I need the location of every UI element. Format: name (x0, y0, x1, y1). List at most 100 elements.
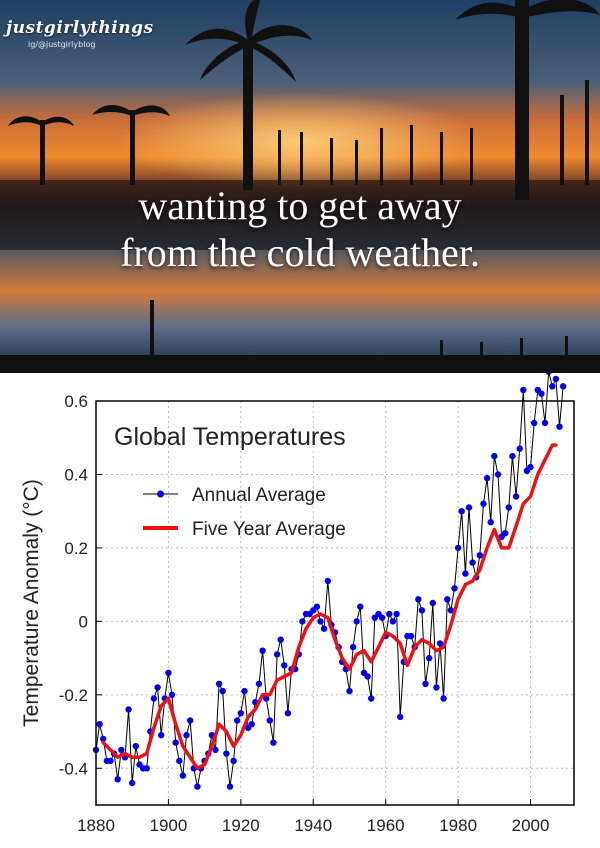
annual-average-point (559, 383, 567, 390)
annual-average-point (132, 743, 139, 750)
sunset-palm-illustration (0, 0, 600, 373)
annual-average-point (263, 695, 270, 702)
y-axis-label: Temperature Anomaly (°C) (20, 479, 43, 727)
plot-frame (95, 400, 575, 806)
annual-average-point (397, 713, 404, 721)
annual-average-point (114, 776, 121, 783)
annual-average-point (407, 632, 415, 640)
annual-average-point (100, 735, 107, 743)
annual-average-point (320, 625, 328, 632)
annual-average-point (440, 695, 447, 702)
annual-average-point (422, 680, 429, 687)
annual-average-point (299, 618, 306, 625)
annual-average-point (230, 757, 237, 765)
annual-average-point (454, 544, 462, 552)
annual-average-point (194, 783, 201, 790)
annual-average-point (212, 746, 219, 754)
annual-average-point (241, 687, 248, 695)
annual-average-point (541, 419, 549, 427)
annual-average-point (429, 599, 436, 607)
annual-average-point (531, 419, 538, 427)
annual-average-point (284, 710, 292, 717)
chart-legend: Annual Average Five Year Average (143, 485, 346, 540)
annual-average-point (512, 493, 520, 500)
annual-average-point (505, 504, 512, 511)
annual-average-point (469, 559, 476, 566)
sunset-photo: justgirlythings ig/@justgirlyblog wantin… (0, 0, 600, 373)
annual-average-point (259, 647, 266, 654)
annual-average-point (556, 423, 563, 430)
annual-average-point (118, 746, 125, 754)
annual-average-point (168, 691, 176, 698)
annual-average-point (143, 765, 150, 772)
annual-average-point (520, 386, 527, 394)
annual-average-point (502, 530, 509, 537)
annual-average-point (187, 717, 194, 724)
x-tick-label: 1920 (222, 816, 260, 835)
annual-average-point (465, 504, 473, 511)
caption-line-1: wanting to get away (138, 183, 462, 228)
annual-average-point (476, 552, 483, 559)
annual-average-point (248, 721, 255, 728)
x-tick-label: 2000 (512, 816, 550, 835)
annual-average-point (509, 452, 516, 460)
annual-average-point (386, 610, 393, 618)
legend-annual-marker (157, 490, 164, 498)
annual-average-point (158, 732, 165, 739)
caption-line-2: from the cold weather. (120, 230, 480, 275)
annual-average-point (234, 717, 241, 724)
annual-average-point (527, 463, 534, 471)
axis-ticks: 1880 1900 1920 1940 1960 1980 2000 0.6 0.4 0.2 0 -0… (59, 392, 550, 835)
chart-title: Global Temperatures (114, 423, 346, 451)
annual-average-point (317, 618, 324, 625)
annual-average-point (183, 732, 190, 739)
annual-average-point (549, 383, 556, 390)
annual-average-point (273, 651, 281, 658)
annual-average-point (353, 618, 360, 625)
annual-average-point (444, 596, 451, 603)
annual-average-point (226, 783, 234, 790)
y-tick-label: 0 (79, 612, 88, 631)
annual-average-point (313, 603, 321, 610)
annual-average-point (165, 669, 172, 676)
annual-average-point (415, 596, 422, 603)
annual-average-point (451, 585, 458, 592)
annual-average-point (393, 610, 400, 618)
x-tick-label: 1960 (367, 816, 405, 835)
annual-average-point (324, 577, 331, 585)
annual-average-point (223, 750, 230, 757)
annual-average-point (176, 757, 183, 765)
annual-average-point (436, 640, 444, 647)
brand-logo-text: justgirlythings (6, 18, 154, 38)
annual-average-point (125, 706, 132, 713)
annual-average-point (458, 508, 465, 515)
annual-average-point (215, 680, 223, 687)
temperature-chart-panel: 1880 1900 1920 1940 1960 1980 2000 0.6 0.4 0.2 0 -0… (0, 368, 600, 843)
x-tick-label: 1900 (150, 816, 188, 835)
annual-average-point (491, 452, 498, 460)
annual-average-point (538, 390, 545, 397)
temperature-chart: 1880 1900 1920 1940 1960 1980 2000 0.6 0.4 0.2 0 -0… (0, 368, 600, 843)
annual-average-point (357, 603, 364, 610)
annual-average-point (172, 739, 179, 746)
annual-average-point (96, 721, 103, 728)
y-tick-label: -0.4 (59, 759, 88, 778)
annual-average-point (364, 673, 371, 680)
annual-average-point (349, 643, 357, 651)
y-tick-label: -0.2 (59, 686, 88, 705)
annual-average-point (552, 375, 560, 383)
annual-average-point (378, 614, 386, 621)
annual-average-point (487, 519, 494, 526)
legend-five-year-label: Five Year Average (192, 519, 346, 540)
annual-average-point (483, 474, 491, 482)
annual-average-point (426, 654, 433, 662)
five-year-average-series (101, 443, 558, 771)
annual-average-point (179, 772, 187, 779)
five-year-average-line (101, 443, 558, 771)
annual-average-point (346, 687, 353, 695)
annual-average-point (418, 607, 426, 614)
annual-average-point (154, 684, 161, 691)
annual-average-point (281, 662, 288, 669)
annual-average-point (480, 500, 487, 507)
annual-average-point (255, 680, 263, 687)
